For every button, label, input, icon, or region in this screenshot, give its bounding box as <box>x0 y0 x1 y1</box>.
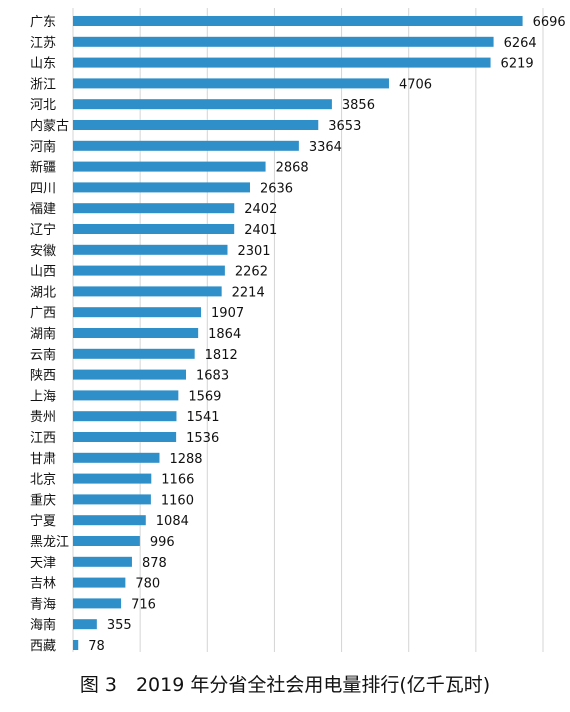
bar <box>73 36 494 47</box>
value-label: 1288 <box>169 452 202 467</box>
category-label: 福建 <box>30 202 56 217</box>
value-label: 1166 <box>161 473 194 488</box>
bar <box>73 307 202 318</box>
category-label: 上海 <box>30 389 56 404</box>
category-labels: 广东江苏山东浙江河北内蒙古河南新疆四川福建辽宁安徽山西湖北广西湖南云南陕西上海贵… <box>30 15 69 654</box>
bar <box>73 265 225 276</box>
category-label: 四川 <box>30 181 56 196</box>
bar <box>73 619 97 630</box>
value-label: 2262 <box>235 265 268 280</box>
value-label: 1812 <box>205 348 238 363</box>
category-label: 湖北 <box>30 285 56 300</box>
category-label: 山西 <box>30 265 56 280</box>
value-label: 1907 <box>211 306 244 321</box>
bar <box>73 224 235 234</box>
chart-caption: 图 3 2019 年分省全社会用电量排行(亿千瓦时) <box>79 674 491 696</box>
bar <box>73 203 235 214</box>
category-label: 内蒙古 <box>30 118 69 134</box>
value-label: 6264 <box>504 36 537 51</box>
category-label: 贵州 <box>30 410 56 425</box>
category-label: 山东 <box>30 57 56 72</box>
gridlines <box>72 8 544 652</box>
bar <box>73 161 266 172</box>
category-label: 天津 <box>30 556 56 571</box>
value-label: 3364 <box>309 140 342 155</box>
bar <box>73 473 152 484</box>
category-label: 吉林 <box>30 577 56 592</box>
category-label: 湖南 <box>30 326 56 342</box>
category-label: 北京 <box>30 473 56 488</box>
bars <box>73 16 523 650</box>
value-label: 716 <box>131 597 156 612</box>
value-label: 3856 <box>342 98 375 113</box>
bar <box>73 140 299 151</box>
bar <box>73 328 199 338</box>
bar <box>73 286 222 297</box>
value-label: 2868 <box>276 161 309 176</box>
value-label: 1569 <box>188 389 221 404</box>
value-label: 996 <box>150 535 175 550</box>
category-label: 河北 <box>30 98 56 113</box>
category-label: 陕西 <box>30 369 56 384</box>
bar <box>73 348 195 359</box>
value-label: 780 <box>135 577 160 592</box>
category-label: 青海 <box>30 597 56 612</box>
category-label: 江西 <box>30 431 56 446</box>
category-label: 安徽 <box>30 244 56 259</box>
bar <box>73 536 140 546</box>
value-label: 2401 <box>244 223 277 238</box>
bar <box>73 57 491 68</box>
bar <box>73 99 332 110</box>
value-label: 1864 <box>208 327 241 342</box>
category-label: 海南 <box>30 617 56 633</box>
category-label: 广西 <box>30 306 56 321</box>
bar <box>73 640 79 650</box>
category-label: 西藏 <box>30 639 56 654</box>
category-label: 广东 <box>30 15 56 30</box>
value-label: 2636 <box>260 181 293 196</box>
category-label: 云南 <box>30 347 56 363</box>
category-label: 宁夏 <box>30 513 56 529</box>
category-label: 江苏 <box>30 35 56 51</box>
category-label: 浙江 <box>30 77 56 92</box>
bar <box>73 120 319 130</box>
value-label: 4706 <box>399 77 432 92</box>
value-label: 1541 <box>186 410 219 425</box>
bar <box>73 369 187 380</box>
bar <box>73 182 250 193</box>
category-label: 河南 <box>30 139 56 155</box>
value-label: 2214 <box>232 285 265 300</box>
bar <box>73 432 177 442</box>
category-label: 甘肃 <box>30 452 56 467</box>
bar <box>73 78 389 89</box>
value-label: 1683 <box>196 369 229 384</box>
value-label: 6696 <box>533 15 566 30</box>
value-label: 878 <box>142 556 167 571</box>
value-label: 1536 <box>186 431 219 446</box>
value-label: 3653 <box>328 119 361 134</box>
value-label: 1084 <box>156 514 189 529</box>
bar <box>73 411 177 422</box>
bar <box>73 494 151 505</box>
bar <box>73 556 132 567</box>
value-label: 355 <box>107 618 132 633</box>
bar <box>73 390 179 401</box>
bar <box>73 515 146 526</box>
category-label: 辽宁 <box>30 222 56 238</box>
category-label: 新疆 <box>30 160 56 176</box>
bar <box>73 16 523 26</box>
value-label: 2402 <box>244 202 277 217</box>
bar <box>73 577 126 588</box>
value-label: 6219 <box>501 57 534 72</box>
value-label: 1160 <box>161 493 194 508</box>
bar <box>73 598 122 609</box>
category-label: 重庆 <box>30 492 56 508</box>
category-label: 黑龙江 <box>30 535 69 550</box>
bar <box>73 452 160 463</box>
value-label: 78 <box>88 639 105 654</box>
value-label: 2301 <box>237 244 270 259</box>
bar <box>73 244 228 255</box>
